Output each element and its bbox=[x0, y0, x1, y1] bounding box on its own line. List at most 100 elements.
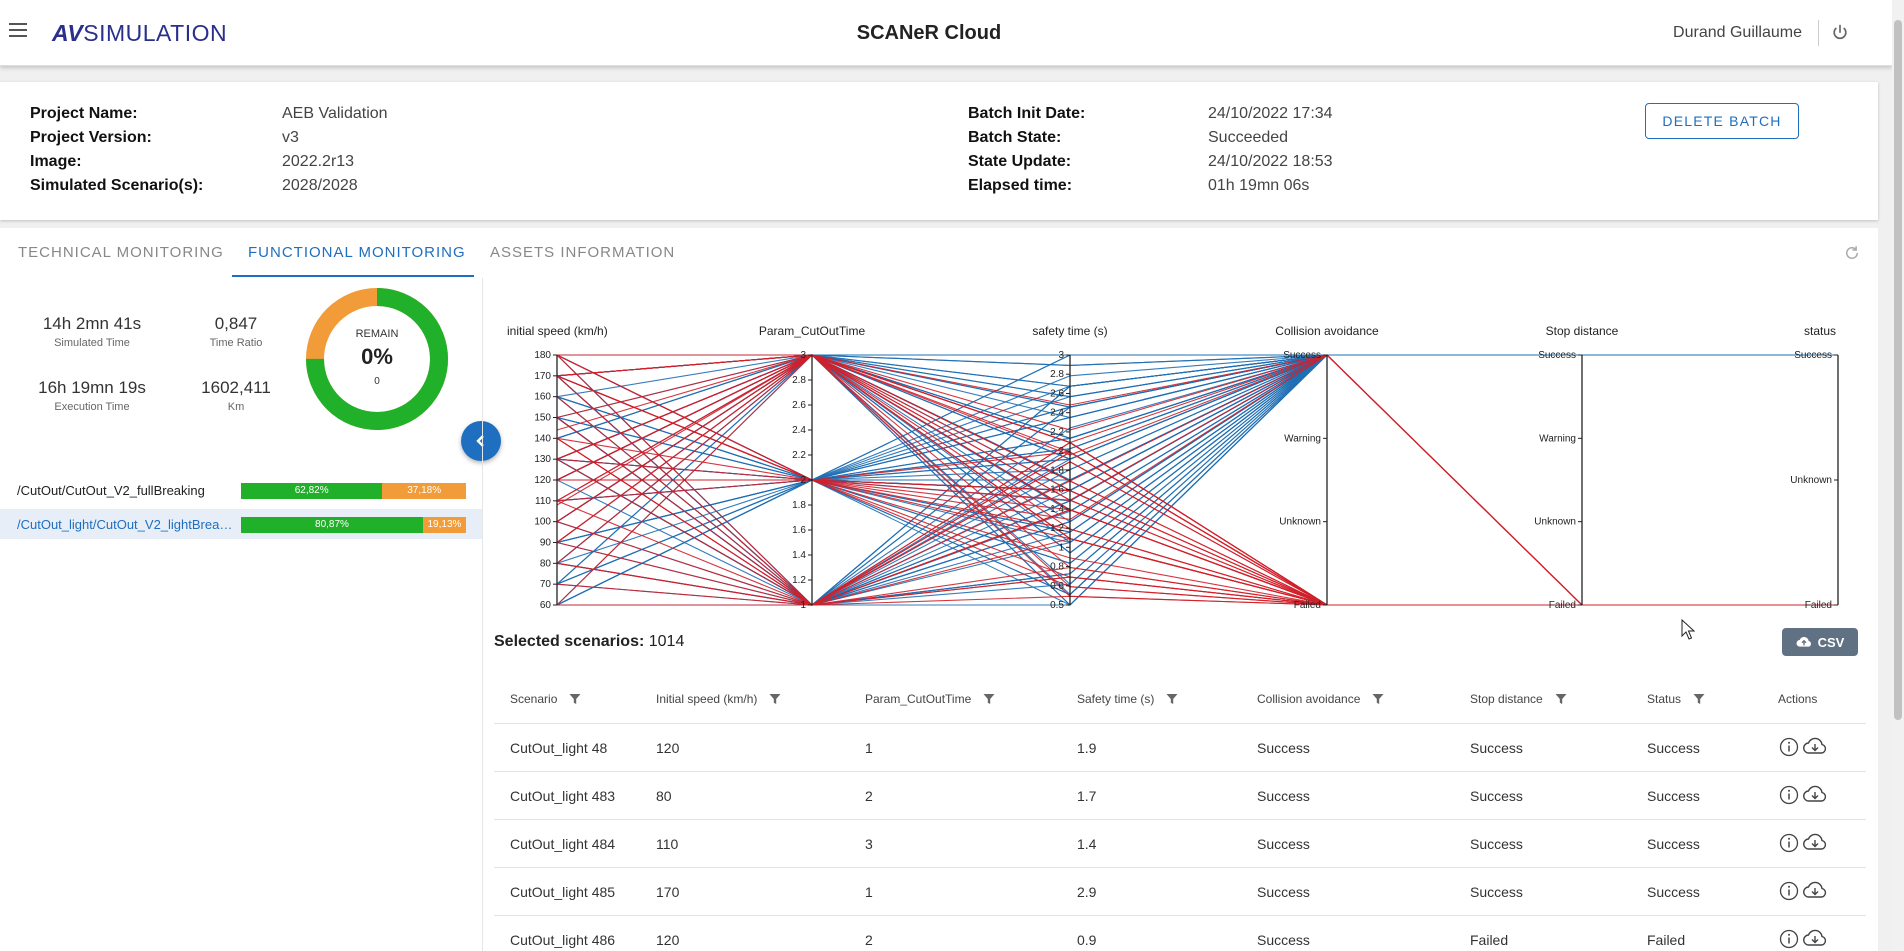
axis-tick-label: 180 bbox=[534, 350, 551, 361]
stat-value: 1602,411 bbox=[201, 378, 271, 397]
table-row[interactable]: CutOut_light 484 110 3 1.4 Success Success Suc… bbox=[494, 820, 1866, 868]
refresh-icon[interactable] bbox=[1843, 244, 1861, 262]
table-cell: 80 bbox=[656, 788, 672, 804]
info-value: Succeeded bbox=[1208, 129, 1289, 146]
column-header-label: Scenario bbox=[510, 692, 558, 706]
table-row[interactable]: CutOut_light 486 120 2 0.9 Success Failed Fail… bbox=[494, 916, 1866, 951]
stat-value: 16h 19mn 19s bbox=[38, 378, 146, 397]
column-header[interactable]: Initial speed (km/h) bbox=[656, 692, 781, 706]
column-header[interactable]: Scenario bbox=[510, 692, 581, 706]
axis-tick-label: 80 bbox=[540, 558, 552, 569]
axis-title[interactable]: status bbox=[1804, 324, 1836, 338]
info-icon[interactable] bbox=[1778, 928, 1800, 950]
user-name[interactable]: Durand Guillaume bbox=[1673, 24, 1802, 41]
scenario-group-name[interactable]: /CutOut_light/CutOut_V2_lightBreaking bbox=[17, 517, 237, 532]
axis-tick-label: 0.8 bbox=[1050, 562, 1064, 573]
chevron-left-icon bbox=[476, 435, 484, 447]
filter-icon[interactable] bbox=[1166, 693, 1178, 705]
info-icon[interactable] bbox=[1778, 832, 1800, 854]
filter-icon[interactable] bbox=[569, 693, 581, 705]
other-bar-segment: 37,18% bbox=[382, 483, 466, 499]
axis-tick-label: 120 bbox=[534, 475, 551, 486]
cloud-download-icon[interactable] bbox=[1802, 880, 1828, 902]
axis-title[interactable]: safety time (s) bbox=[1032, 324, 1107, 338]
column-header-label: Actions bbox=[1778, 692, 1818, 706]
parallel-coordinates-chart[interactable]: initial speed (km/h)18017016015014013012… bbox=[482, 278, 1878, 608]
info-label: Image: bbox=[30, 153, 82, 170]
axis-tick-label: 140 bbox=[534, 433, 551, 444]
info-icon[interactable] bbox=[1778, 880, 1800, 902]
chart-axis: Param_CutOutTime 3 2.8 2.6 2.4 2.2 2 1.8 1.6 1.4 1… bbox=[759, 324, 866, 608]
scrollbar-thumb[interactable] bbox=[1894, 20, 1902, 720]
table-cell: Success bbox=[1647, 884, 1700, 900]
axis-tick-label: 2.2 bbox=[1050, 427, 1064, 438]
column-header[interactable]: Collision avoidance bbox=[1257, 692, 1384, 706]
delete-batch-button[interactable]: DELETE BATCH bbox=[1645, 103, 1799, 139]
other-bar-segment: 19,13% bbox=[422, 517, 466, 533]
scenario-progress-bar: 62,82% 37,18% bbox=[241, 483, 466, 499]
tab-assets-information[interactable]: ASSETS INFORMATION bbox=[490, 244, 676, 261]
axis-tick-label: Unknown bbox=[1534, 517, 1576, 528]
chart-axis: Collision avoidance Success Warning Unknown… bbox=[1275, 324, 1379, 608]
info-label: State Update: bbox=[968, 153, 1072, 170]
axis-tick-label: 70 bbox=[540, 579, 552, 590]
filter-icon[interactable] bbox=[983, 693, 995, 705]
axis-tick-label: 1 bbox=[800, 600, 806, 608]
axis-tick-label: 1.6 bbox=[792, 525, 806, 536]
axis-title[interactable]: Collision avoidance bbox=[1275, 324, 1379, 338]
cloud-download-icon[interactable] bbox=[1802, 928, 1828, 950]
axis-tick-label: Success bbox=[1538, 350, 1576, 361]
axis-title[interactable]: Param_CutOutTime bbox=[759, 324, 866, 338]
cloud-download-icon[interactable] bbox=[1802, 832, 1828, 854]
table-row[interactable]: CutOut_light 48 120 1 1.9 Success Success Succ… bbox=[494, 724, 1866, 772]
axis-tick-label: 1.4 bbox=[1050, 504, 1064, 515]
scenario-polyline bbox=[556, 437, 1838, 606]
selected-scenarios-count: Selected scenarios: 1014 bbox=[494, 633, 685, 650]
info-label: Batch Init Date: bbox=[968, 105, 1086, 122]
info-value: 2022.2r13 bbox=[282, 153, 355, 170]
axis-tick-label: 1.6 bbox=[1050, 485, 1064, 496]
axis-tick-label: Success bbox=[1794, 350, 1832, 361]
column-header[interactable]: Param_CutOutTime bbox=[865, 692, 995, 706]
axis-tick-label: 2.4 bbox=[792, 425, 806, 436]
table-cell: CutOut_light 486 bbox=[510, 932, 616, 948]
info-icon[interactable] bbox=[1778, 784, 1800, 806]
scenario-polyline bbox=[556, 437, 1838, 606]
info-value: 01h 19mn 06s bbox=[1208, 177, 1310, 194]
table-cell: CutOut_light 483 bbox=[510, 788, 616, 804]
column-header[interactable]: Stop distance bbox=[1470, 692, 1567, 706]
csv-export-button[interactable]: CSV bbox=[1782, 628, 1858, 656]
collapse-panel-button[interactable] bbox=[461, 421, 501, 461]
info-label: Elapsed time: bbox=[968, 177, 1073, 194]
table-cell: Failed bbox=[1647, 932, 1686, 948]
filter-icon[interactable] bbox=[1555, 693, 1567, 705]
power-icon[interactable] bbox=[1830, 23, 1850, 43]
table-row[interactable]: CutOut_light 485 170 1 2.9 Success Success Suc… bbox=[494, 868, 1866, 916]
column-header-label: Collision avoidance bbox=[1257, 692, 1361, 706]
filter-icon[interactable] bbox=[1693, 693, 1705, 705]
column-header[interactable]: Safety time (s) bbox=[1077, 692, 1178, 706]
table-cell: Success bbox=[1647, 788, 1700, 804]
table-row[interactable]: CutOut_light 483 80 2 1.7 Success Success Succ… bbox=[494, 772, 1866, 820]
axis-tick-label: 2 bbox=[800, 475, 806, 486]
scenario-group-row[interactable]: /CutOut_light/CutOut_V2_lightBreaking 80… bbox=[0, 509, 482, 539]
cloud-download-icon[interactable] bbox=[1802, 736, 1828, 758]
filter-icon[interactable] bbox=[769, 693, 781, 705]
hamburger-menu-icon[interactable] bbox=[9, 23, 27, 37]
info-icon[interactable] bbox=[1778, 736, 1800, 758]
axis-title[interactable]: Stop distance bbox=[1546, 324, 1619, 338]
scenario-group-row[interactable]: /CutOut/CutOut_V2_fullBreaking 62,82% 37… bbox=[0, 475, 482, 505]
axis-title[interactable]: initial speed (km/h) bbox=[507, 324, 608, 338]
table-cell: 1.9 bbox=[1077, 740, 1097, 756]
success-bar-segment: 80,87% bbox=[241, 517, 423, 533]
filter-icon[interactable] bbox=[1372, 693, 1384, 705]
axis-tick-label: 150 bbox=[534, 413, 551, 424]
cloud-download-icon[interactable] bbox=[1802, 784, 1828, 806]
tab-functional-monitoring[interactable]: FUNCTIONAL MONITORING bbox=[248, 244, 466, 261]
page-scrollbar[interactable] bbox=[1892, 0, 1904, 951]
row-actions bbox=[1778, 928, 1828, 950]
tab-technical-monitoring[interactable]: TECHNICAL MONITORING bbox=[18, 244, 224, 261]
column-header[interactable]: Status bbox=[1647, 692, 1705, 706]
scenario-group-name[interactable]: /CutOut/CutOut_V2_fullBreaking bbox=[17, 483, 205, 498]
table-cell: CutOut_light 48 bbox=[510, 740, 608, 756]
